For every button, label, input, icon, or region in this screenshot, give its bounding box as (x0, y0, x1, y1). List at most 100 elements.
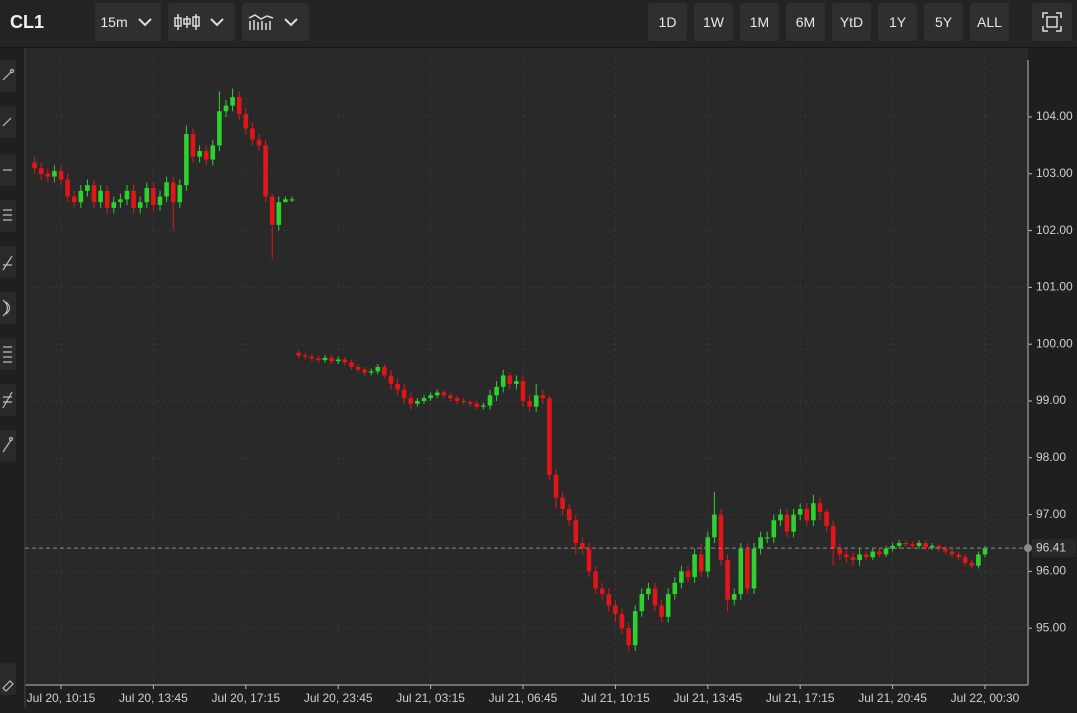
candle-body (540, 395, 546, 399)
candle-body (448, 395, 453, 399)
top-toolbar: CL1 15m 1D 1W 1M 6M YtD 1Y 5Y ALL (0, 0, 1077, 48)
interval-button[interactable]: 15m (95, 3, 161, 41)
candle-body (870, 551, 876, 558)
last-price-dot (1024, 544, 1032, 553)
candle-body (784, 514, 790, 532)
candle-body (421, 398, 427, 401)
candle-body (71, 196, 77, 203)
candle-body (606, 594, 612, 606)
candle-body (467, 402, 473, 404)
candle-body (203, 151, 209, 160)
candle-icon (173, 14, 224, 30)
candle-body (164, 182, 169, 197)
candle-body (335, 359, 341, 362)
range-button[interactable]: YtD (832, 3, 871, 41)
last-price-label: 96.41 (1036, 540, 1066, 554)
candle-body (533, 395, 539, 407)
candle-body (566, 508, 572, 521)
candle-body (665, 594, 671, 617)
candle-body (461, 400, 466, 403)
candle-body (712, 514, 717, 538)
candle-body (276, 202, 282, 225)
candle-body (976, 554, 981, 566)
candle-body (659, 605, 664, 617)
candle-body (415, 400, 420, 404)
interval-label: 15m (100, 14, 128, 30)
range-button[interactable]: ALL (970, 3, 1009, 41)
candle-body (929, 545, 935, 548)
candle-body (269, 196, 275, 225)
candle-body (844, 554, 849, 558)
drawing-tools (0, 60, 16, 695)
candle-body (355, 366, 361, 370)
candle-body (217, 111, 222, 146)
candle-body (124, 190, 130, 200)
candle-body (65, 179, 70, 197)
candle-body (718, 514, 724, 561)
x-tick-label: Jul 20, 23:45 (304, 691, 373, 705)
candle-body (329, 357, 334, 362)
chart-type-button[interactable] (168, 3, 235, 41)
candle-body (434, 392, 440, 396)
fullscreen-icon (1042, 12, 1062, 32)
indicator-button[interactable] (242, 3, 309, 41)
candle-body (751, 548, 757, 589)
candle-body (131, 190, 136, 208)
candle-body (395, 383, 400, 390)
candle-body (263, 145, 268, 197)
last-price-box (1032, 539, 1076, 558)
symbol[interactable]: CL1 (10, 12, 45, 32)
candle-body (943, 548, 948, 552)
y-tick-label: 102.00 (1036, 223, 1073, 237)
candle-body (817, 503, 823, 512)
candle-body (962, 557, 968, 563)
candle-body (428, 395, 433, 399)
candle-body (375, 366, 381, 372)
candle-body (692, 554, 697, 578)
candle-body (580, 542, 585, 549)
price-chart: 95.00 96.00 97.00 98.00 99.00 100.00 101.00 102… (24, 48, 1076, 708)
candle-body (804, 508, 810, 521)
candle-body (705, 537, 711, 572)
candle-body (896, 542, 902, 546)
range-button[interactable]: 1D (648, 3, 687, 41)
candle-body (685, 571, 691, 578)
candle-body (322, 357, 328, 361)
candle-body (342, 359, 348, 363)
candle-body (850, 557, 856, 561)
candle-body (778, 514, 783, 521)
fullscreen-button[interactable] (1032, 3, 1072, 41)
candle-body (151, 187, 156, 206)
candle-body (573, 520, 579, 543)
candle-body (936, 545, 942, 549)
candle-body (487, 395, 493, 406)
candle-body (672, 582, 678, 595)
candle-body (256, 139, 262, 146)
candle-body (104, 190, 110, 208)
candle-body (527, 400, 532, 407)
candle-body (408, 398, 414, 404)
candle-body (619, 613, 625, 629)
x-tick-label: Jul 22, 00:30 (951, 691, 1020, 705)
candle-body (613, 605, 618, 614)
candle-body (157, 196, 163, 206)
candle-body (170, 182, 176, 203)
range-button[interactable]: 1Y (878, 3, 917, 41)
range-button[interactable]: 6M (786, 3, 825, 41)
candle-body (98, 190, 103, 203)
candle-body (969, 562, 975, 566)
candle-body (547, 398, 552, 475)
range-button[interactable]: 5Y (924, 3, 963, 41)
candle-body (58, 170, 64, 180)
x-tick-label: Jul 20, 13:45 (119, 691, 188, 705)
candle-body (824, 511, 829, 526)
candle-body (639, 594, 645, 612)
candle-body (771, 520, 777, 538)
range-button[interactable]: 1W (694, 3, 733, 41)
candle-body (764, 537, 770, 539)
candle-body (111, 202, 117, 208)
candle-body (210, 145, 216, 160)
range-button[interactable]: 1M (740, 3, 779, 41)
chevron (137, 18, 152, 27)
x-tick-label: Jul 20, 10:15 (27, 691, 96, 705)
